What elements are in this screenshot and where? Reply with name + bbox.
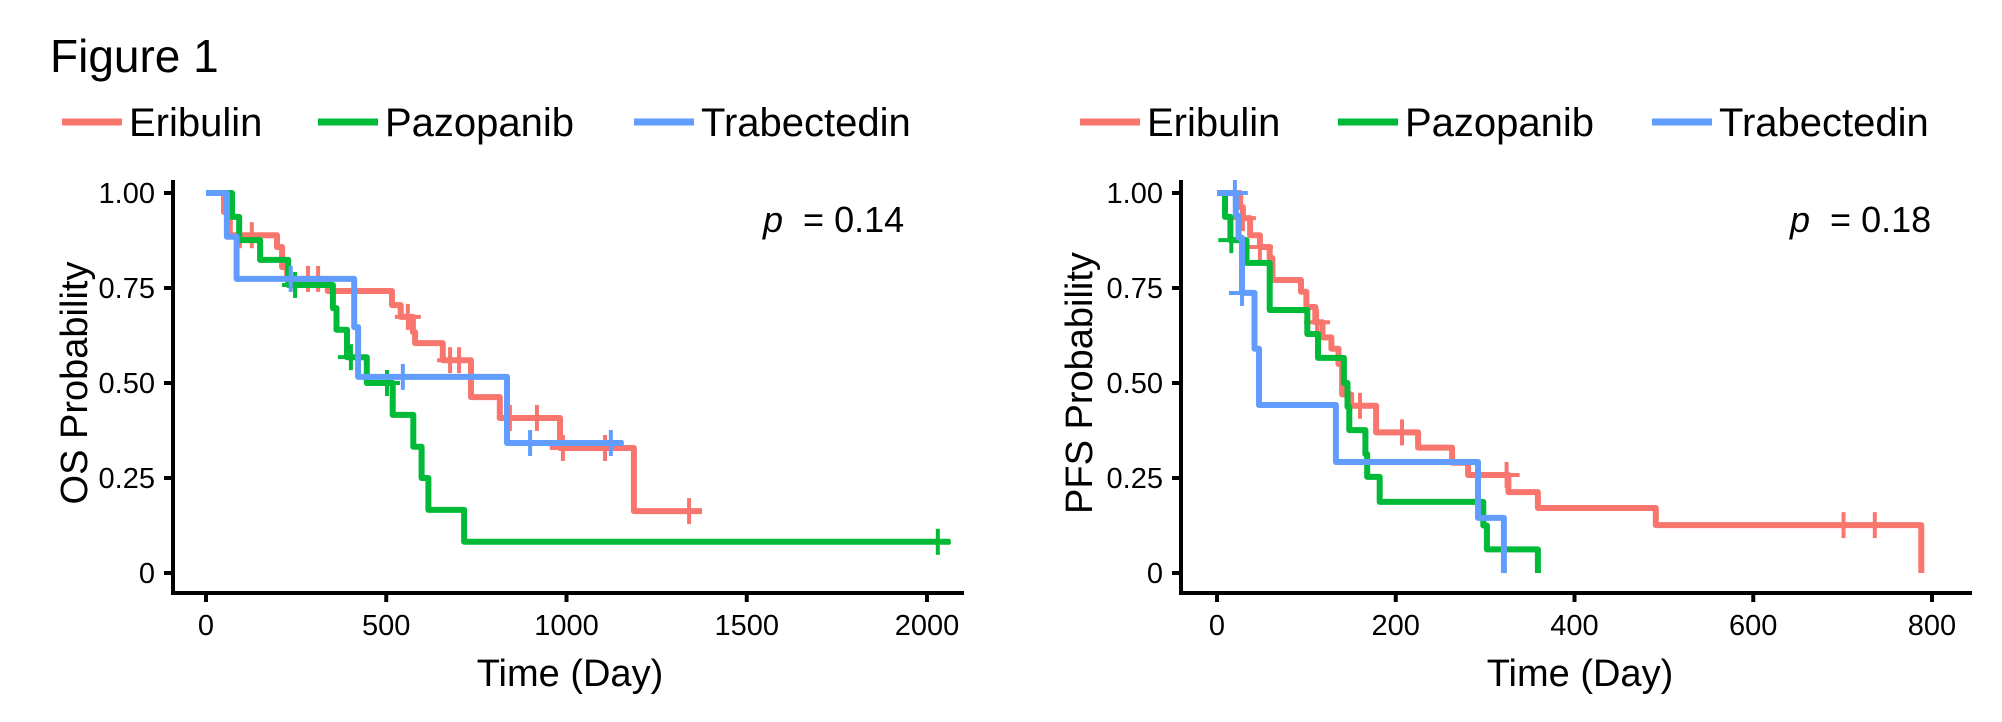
pfs-p-text: = 0.18	[1830, 199, 1931, 240]
censor-mark	[1229, 279, 1256, 306]
legend-label-trabectedin: Trabectedin	[701, 101, 911, 145]
os-x-axis-title: Time (Day)	[477, 653, 663, 695]
os-legend: Eribulin Pazopanib Trabectedin	[62, 101, 911, 145]
censor-mark	[1221, 180, 1248, 206]
x-tick-label: 1000	[534, 610, 599, 642]
y-tick-label: 0.75	[99, 273, 155, 305]
y-tick-label: 0.50	[1107, 368, 1163, 400]
legend-label-trabectedin: Trabectedin	[1719, 101, 1929, 145]
os-series-eribulin	[206, 190, 703, 525]
censor-mark	[549, 434, 576, 461]
figure-title: Figure 1	[50, 30, 219, 82]
legend-label-eribulin: Eribulin	[1147, 101, 1280, 145]
pfs-curve-pazopanib	[1217, 190, 1541, 573]
censor-mark	[1389, 419, 1416, 446]
os-y-axis-title: OS Probability	[54, 262, 96, 505]
censor-mark	[1830, 512, 1857, 539]
pfs-series-eribulin	[1217, 190, 1925, 573]
censor-mark	[1246, 233, 1273, 260]
os-panel: Eribulin Pazopanib Trabectedin 0 0.25 0.50 0.…	[54, 101, 964, 695]
censor-mark	[676, 498, 703, 525]
legend-item-trabectedin: Trabectedin	[634, 101, 911, 145]
y-tick-label: 0.25	[99, 463, 155, 495]
x-tick-label: 600	[1729, 610, 1777, 642]
censor-mark	[1861, 512, 1888, 539]
y-tick-label: 0.25	[1107, 463, 1163, 495]
legend-label-pazopanib: Pazopanib	[385, 101, 574, 145]
os-curve-pazopanib	[206, 190, 951, 545]
censor-mark	[394, 303, 421, 330]
os-p-value: p = 0.14	[762, 199, 904, 240]
pfs-p-symbol: p	[1789, 199, 1810, 240]
censor-mark	[597, 430, 624, 457]
censor-mark	[592, 434, 619, 461]
pfs-panel: Eribulin Pazopanib Trabectedin 0 0.25 0.50 0.…	[1059, 101, 1972, 695]
legend-item-eribulin: Eribulin	[1080, 101, 1280, 145]
censor-mark	[924, 528, 951, 555]
os-series-pazopanib	[206, 190, 951, 555]
y-tick-label: 1.00	[1107, 178, 1163, 210]
x-tick-label: 400	[1550, 610, 1598, 642]
os-p-text: = 0.14	[803, 199, 904, 240]
legend-item-trabectedin: Trabectedin	[1652, 101, 1929, 145]
os-curve-eribulin	[206, 190, 702, 515]
y-tick-label: 0	[1147, 558, 1163, 590]
x-tick-label: 2000	[895, 610, 960, 642]
y-tick-label: 1.00	[99, 178, 155, 210]
pfs-axes: 0 0.25 0.50 0.75 1.00 0 200 400 600 800	[1107, 178, 1972, 642]
y-tick-label: 0	[139, 558, 155, 590]
legend-item-eribulin: Eribulin	[62, 101, 262, 145]
pfs-legend: Eribulin Pazopanib Trabectedin	[1080, 101, 1929, 145]
pfs-curve-trabectedin	[1217, 190, 1507, 573]
censor-mark	[517, 430, 544, 457]
censor-mark	[238, 222, 265, 249]
x-tick-label: 800	[1908, 610, 1956, 642]
x-tick-label: 500	[362, 610, 410, 642]
x-tick-label: 200	[1372, 610, 1420, 642]
pfs-curve-eribulin	[1217, 190, 1925, 573]
censor-mark	[523, 404, 550, 431]
censor-mark	[1493, 461, 1520, 488]
pfs-x-axis-title: Time (Day)	[1487, 653, 1673, 695]
legend-label-pazopanib: Pazopanib	[1405, 101, 1594, 145]
os-series-trabectedin	[206, 190, 624, 457]
y-tick-label: 0.75	[1107, 273, 1163, 305]
os-curve-trabectedin	[206, 190, 624, 446]
pfs-p-value: p = 0.18	[1789, 199, 1931, 240]
os-p-symbol: p	[762, 199, 783, 240]
censor-mark	[277, 265, 304, 292]
legend-item-pazopanib: Pazopanib	[1338, 101, 1594, 145]
pfs-curves	[1217, 180, 1925, 573]
legend-item-pazopanib: Pazopanib	[318, 101, 574, 145]
censor-mark	[389, 363, 416, 390]
censor-mark	[446, 347, 473, 374]
pfs-y-axis-title: PFS Probability	[1059, 252, 1101, 514]
os-curves	[206, 190, 951, 555]
x-tick-label: 0	[1209, 610, 1225, 642]
x-tick-label: 0	[198, 610, 214, 642]
x-tick-label: 1500	[714, 610, 779, 642]
legend-label-eribulin: Eribulin	[129, 101, 262, 145]
y-tick-label: 0.50	[99, 368, 155, 400]
os-axes: 0 0.25 0.50 0.75 1.00 0 500 1000 1500 2000	[99, 178, 964, 642]
pfs-series-trabectedin	[1217, 180, 1507, 573]
